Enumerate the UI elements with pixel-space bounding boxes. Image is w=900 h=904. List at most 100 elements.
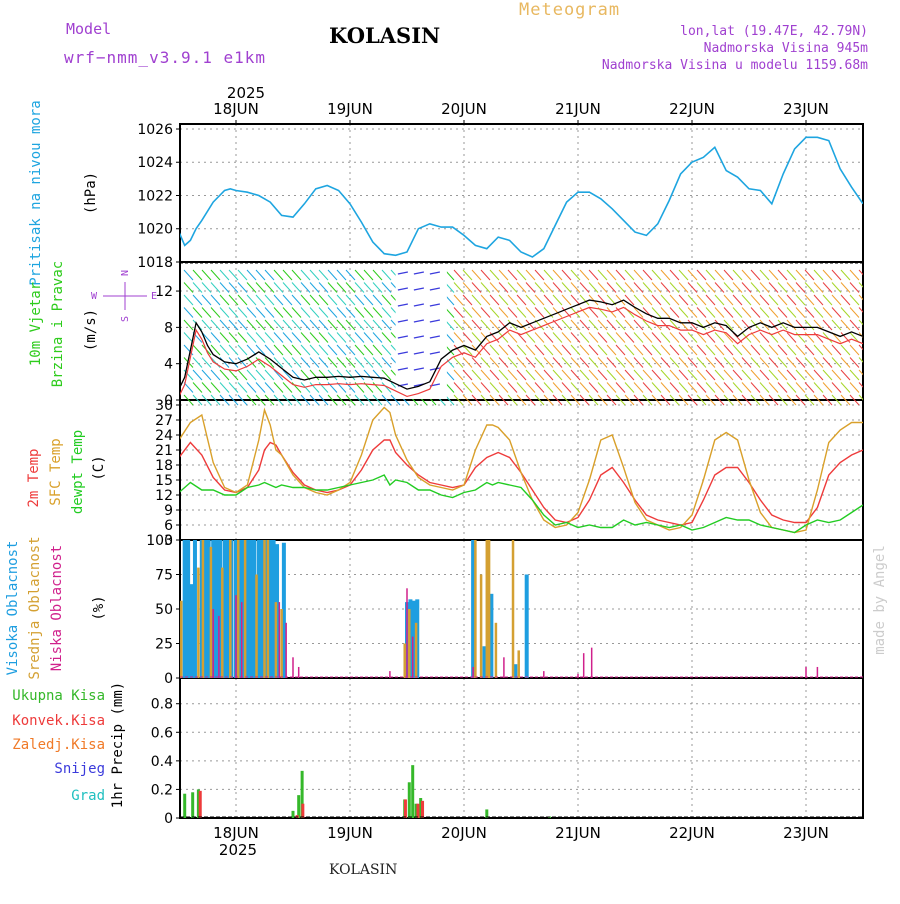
wind-barb xyxy=(543,269,554,281)
wind-barb xyxy=(804,294,815,306)
wind-barb xyxy=(570,332,581,343)
wind-barb xyxy=(678,344,689,356)
wind-barb xyxy=(543,394,554,406)
wind-barb xyxy=(354,307,365,318)
y-tick-label: 0.2 xyxy=(151,782,173,798)
wind-barb xyxy=(750,344,761,356)
wind-barb xyxy=(255,394,266,406)
wind-barb xyxy=(327,294,338,306)
wind-barb xyxy=(309,344,320,356)
panel-frame-pressure xyxy=(179,123,864,263)
wind-barb xyxy=(534,307,545,318)
wind-barb xyxy=(471,282,482,293)
wind-barb xyxy=(786,382,797,393)
wind-barb xyxy=(759,269,770,281)
cloud-bar xyxy=(222,540,227,678)
cloud-bar xyxy=(245,540,250,678)
wind-barb xyxy=(615,269,626,281)
wind-barb xyxy=(525,269,536,281)
wind-barb xyxy=(633,382,644,393)
wind-barb xyxy=(534,369,545,381)
wind-barb xyxy=(372,332,383,343)
wind-barb xyxy=(795,394,806,406)
wind-barb xyxy=(489,344,500,356)
wind-barb xyxy=(453,282,464,293)
wind-barb xyxy=(264,332,275,343)
wind-barb xyxy=(732,319,743,331)
wind-barb xyxy=(300,344,311,356)
wind-barb xyxy=(624,269,635,281)
wind-barb xyxy=(480,394,491,406)
wind-barb xyxy=(642,382,653,393)
wind-arrow xyxy=(397,367,408,371)
precip-bar xyxy=(414,803,418,818)
wind-barb xyxy=(741,394,752,406)
wind-barb xyxy=(678,269,689,281)
wind-barb xyxy=(561,269,572,281)
wind-barb xyxy=(282,307,293,318)
wind-barb xyxy=(462,394,473,406)
wind-barb xyxy=(525,394,536,406)
wind-barb xyxy=(588,344,599,356)
wind-barb xyxy=(606,332,617,343)
wind-barb xyxy=(318,282,329,293)
wind-barb xyxy=(345,332,356,343)
wind-barb xyxy=(804,369,815,381)
footer-station: KOLASIN xyxy=(329,862,398,878)
wind-barb xyxy=(471,332,482,343)
pressure-line xyxy=(180,136,863,258)
wind-barb xyxy=(237,357,248,368)
wind-barb xyxy=(741,319,752,331)
wind-barb xyxy=(228,382,239,393)
wind-barb xyxy=(579,332,590,343)
wind-barb xyxy=(462,369,473,381)
wind-barb xyxy=(336,344,347,356)
cloud-bar xyxy=(471,540,476,678)
wind-barb xyxy=(381,269,392,281)
wind-barb xyxy=(777,394,788,406)
wind-barb xyxy=(831,382,842,393)
wind-barb xyxy=(183,307,194,318)
wind-barb xyxy=(858,369,863,376)
wind-barb xyxy=(687,319,698,331)
precip-bar xyxy=(407,782,411,818)
wind-barb xyxy=(390,394,401,406)
wind-barb xyxy=(237,394,248,406)
wind-barb xyxy=(696,357,707,368)
wind-barb xyxy=(525,369,536,381)
wind-barb xyxy=(849,307,860,318)
wind-barb xyxy=(606,357,617,368)
wind-barb xyxy=(192,294,203,306)
wind-barb xyxy=(660,294,671,306)
wind-barb xyxy=(381,344,392,356)
wind-barb xyxy=(750,294,761,306)
wind-barb xyxy=(291,282,302,293)
wind-barb xyxy=(714,319,725,331)
bottom-year-label: 2025 xyxy=(219,841,257,859)
wind-barb xyxy=(318,319,329,331)
wind-barb xyxy=(840,357,851,368)
wind-barb xyxy=(615,282,626,293)
cloud-bar xyxy=(403,643,406,678)
wind-barb xyxy=(714,357,725,368)
cloud-bar xyxy=(209,546,213,678)
wind-arrow xyxy=(413,335,424,339)
cloud-bar xyxy=(240,602,243,678)
wind-barb xyxy=(480,294,491,306)
wind-barb xyxy=(336,269,347,281)
wind-barb xyxy=(849,332,860,343)
wind-barb xyxy=(381,394,392,406)
wind-barb xyxy=(534,394,545,406)
wind-barb xyxy=(507,382,518,393)
wind-barb xyxy=(318,369,329,381)
cloud-bar xyxy=(474,540,477,678)
wind-arrow xyxy=(397,303,408,307)
wind-barb xyxy=(201,319,212,331)
wind-barb xyxy=(354,394,365,406)
wind-axis-title-1: 10m Vjetar xyxy=(28,282,44,366)
wind-barb xyxy=(606,394,617,406)
wind-barb xyxy=(282,382,293,393)
wind-barb xyxy=(705,344,716,356)
wind-barb xyxy=(831,357,842,368)
wind-barb xyxy=(489,382,500,393)
